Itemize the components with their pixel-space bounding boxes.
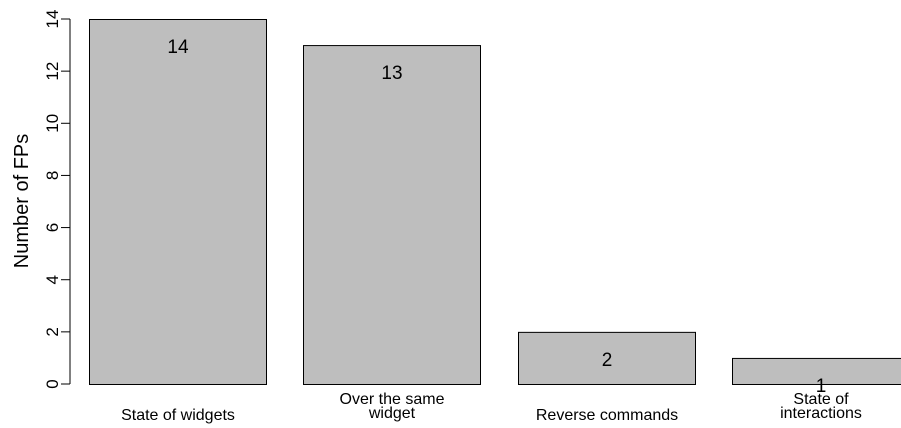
y-tick-label: 4 [43,275,62,284]
bar [89,19,267,385]
bar-value-label: 13 [381,63,402,84]
bar [518,331,696,386]
y-tick-label: 0 [43,379,62,388]
bar-value-label: 14 [167,37,189,58]
y-tick-label: 2 [43,327,62,336]
y-axis-title: Number of FPs [11,134,33,268]
y-tick-label: 12 [43,62,62,81]
bar-value-label: 2 [602,350,613,371]
bar [303,45,481,385]
category-label: Reverse commands [536,407,678,424]
category-label: State of [793,391,849,408]
y-tick-label: 6 [43,223,62,232]
category-label: Over the same [340,391,445,408]
bars: 14 13 2 1 [89,19,901,397]
bar-value-label: 1 [816,376,827,397]
category-label: State of widgets [121,407,235,424]
category-label: interactions [780,405,862,422]
y-tick-label: 8 [43,171,62,180]
y-tick-label: 14 [43,10,62,29]
y-axis: 0 2 4 6 8 10 12 14 [43,10,71,389]
category-label: widget [368,405,416,422]
bar [732,357,901,385]
y-tick-label: 10 [43,114,62,133]
